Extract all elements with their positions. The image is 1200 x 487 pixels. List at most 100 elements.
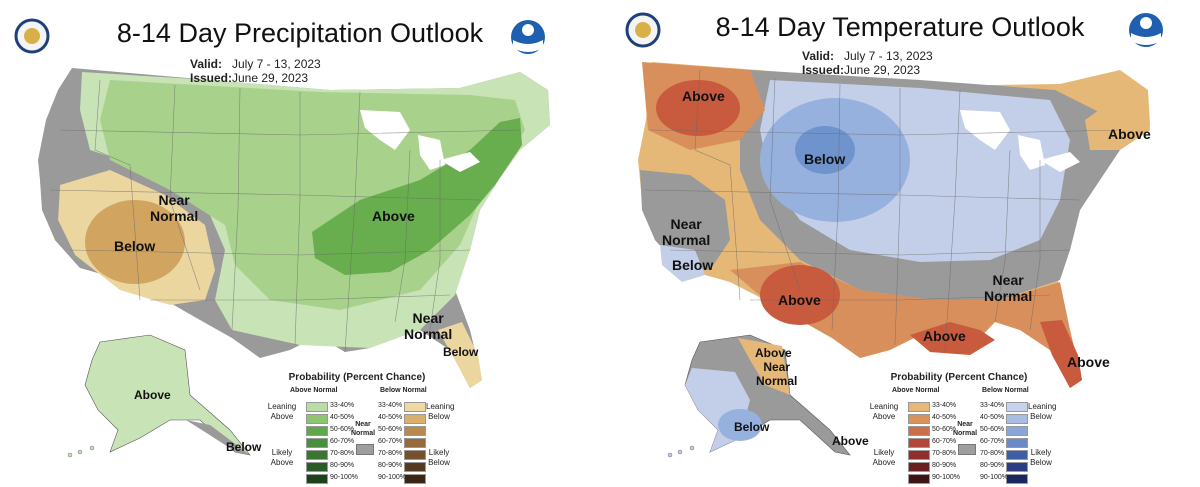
- temperature-outlook-panel: 8-14 Day Temperature Outlook Valid: July …: [600, 0, 1200, 487]
- legend-value-above: 50-60%: [932, 426, 957, 433]
- legend-near-normal-label: Near Normal: [952, 421, 978, 437]
- legend-header-below: Below Normal: [380, 387, 427, 394]
- legend-swatch-above: [908, 474, 930, 484]
- temp-west-gray: [640, 170, 730, 270]
- legend-header-above: Above Normal: [290, 387, 338, 394]
- legend-group-leaning-above: Leaning Above: [267, 402, 297, 421]
- legend-value-below: 70-80%: [378, 450, 403, 457]
- precip-gray-ca: [40, 180, 80, 268]
- temp-dark-blue-area: [795, 126, 855, 174]
- issued-line: Issued:June 29, 2023: [802, 63, 920, 77]
- great-lakes: [360, 110, 480, 172]
- legend-group-likely-below: Likely Below: [428, 448, 450, 467]
- legend-header-below: Below Normal: [982, 387, 1029, 394]
- legend-swatch-below: [404, 462, 426, 472]
- region-label-above-alaska-se: Above: [832, 434, 869, 448]
- legend-value-above: 60-70%: [330, 438, 355, 445]
- legend-swatch-above: [908, 402, 930, 412]
- temp-fl-red: [1040, 320, 1082, 388]
- aleutian-islands: [667, 445, 695, 458]
- legend-swatch-below: [404, 438, 426, 448]
- legend-swatch-above: [908, 438, 930, 448]
- legend-value-above: 50-60%: [330, 426, 355, 433]
- legend-group-leaning-above: Leaning Above: [869, 402, 899, 421]
- state-boundaries: [49, 79, 521, 353]
- region-label-below-alaska: Below: [226, 440, 262, 454]
- legend-swatch-below: [404, 426, 426, 436]
- noaa-logo-icon: [1129, 13, 1163, 47]
- temperature-map: [625, 12, 1163, 458]
- legend-value-below: 40-50%: [980, 414, 1005, 421]
- precipitation-map: [14, 18, 550, 458]
- legend-value-below: 50-60%: [980, 426, 1005, 433]
- legend-swatch-below: [1006, 450, 1028, 460]
- valid-label: Valid:: [802, 49, 835, 63]
- legend-swatch-below: [1006, 462, 1028, 472]
- legend-value-below: 80-90%: [378, 462, 403, 469]
- issued-line: Issued:June 29, 2023: [190, 71, 308, 85]
- legend-swatch-below: [1006, 438, 1028, 448]
- legend-swatch-below: [1006, 474, 1028, 484]
- legend-near-normal-label: Near Normal: [350, 421, 376, 437]
- legend: Probability (Percent Chance) Above Normal…: [262, 370, 454, 487]
- region-label-above-nw: Above: [682, 88, 725, 104]
- page-title: 8-14 Day Precipitation Outlook: [116, 18, 484, 48]
- region-label-above-tx: Above: [778, 292, 821, 308]
- valid-value: July 7 - 13, 2023: [844, 49, 933, 63]
- region-label-near-normal-west: Near Normal: [662, 216, 711, 248]
- legend-swatch-above: [306, 426, 328, 436]
- legend-value-below: 50-60%: [378, 426, 403, 433]
- temp-tx-red: [760, 265, 840, 325]
- legend-value-below: 70-80%: [980, 450, 1005, 457]
- legend-value-below: 90-100%: [378, 474, 407, 481]
- region-label-above-alaska: Above: [134, 388, 171, 402]
- issued-value: June 29, 2023: [232, 71, 309, 85]
- region-label-above-ne: Above: [1108, 126, 1151, 142]
- temp-nw-red: [656, 80, 740, 136]
- legend-value-above: 90-100%: [932, 474, 961, 481]
- legend-value-above: 33-40%: [932, 402, 957, 409]
- valid-label: Valid:: [190, 57, 223, 71]
- region-label-near-normal-se: Near Normal: [404, 310, 453, 342]
- issued-value: June 29, 2023: [844, 63, 921, 77]
- legend-value-above: 40-50%: [932, 414, 957, 421]
- legend-value-below: 60-70%: [980, 438, 1005, 445]
- legend-group-likely-above: Likely Above: [872, 448, 896, 467]
- issued-label: Issued:: [190, 71, 233, 85]
- legend-value-below: 33-40%: [378, 402, 403, 409]
- legend-value-above: 80-90%: [330, 462, 355, 469]
- legend-value-below: 80-90%: [980, 462, 1005, 469]
- legend-header-above: Above Normal: [892, 387, 940, 394]
- legend-swatch-above: [306, 462, 328, 472]
- noaa-logo-icon: [511, 20, 545, 54]
- precipitation-outlook-panel: 8-14 Day Precipitation Outlook Valid: Jul…: [14, 18, 550, 487]
- aleutian-islands: [67, 445, 95, 458]
- legend-swatch-above: [306, 402, 328, 412]
- legend-swatch-below: [1006, 402, 1028, 412]
- region-label-below-west: Below: [114, 238, 156, 254]
- legend-value-below: 40-50%: [378, 414, 403, 421]
- legend-group-likely-below: Likely Below: [1030, 448, 1052, 467]
- alaska-blue: [718, 409, 762, 441]
- legend-value-above: 33-40%: [330, 402, 355, 409]
- legend-swatch-above: [908, 426, 930, 436]
- state-boundaries: [644, 69, 1121, 353]
- temp-ne-tan: [1085, 88, 1150, 150]
- region-label-below-florida: Below: [443, 345, 479, 359]
- legend-swatch-above: [306, 450, 328, 460]
- region-label-below-ca: Below: [672, 257, 714, 273]
- legend-swatch-above: [306, 438, 328, 448]
- issued-label: Issued:: [802, 63, 845, 77]
- legend-swatch-above: [306, 414, 328, 424]
- region-label-below-center: Below: [804, 151, 846, 167]
- legend-value-above: 80-90%: [932, 462, 957, 469]
- legend-value-below: 60-70%: [378, 438, 403, 445]
- legend-swatch-above: [908, 462, 930, 472]
- legend-group-leaning-below: Leaning Below: [1028, 402, 1057, 421]
- precip-fl-tan: [438, 322, 482, 388]
- legend-value-below: 33-40%: [980, 402, 1005, 409]
- legend-title: Probability (Percent Chance): [288, 372, 426, 383]
- legend-value-above: 70-80%: [330, 450, 355, 457]
- legend-near-normal-swatch: [958, 444, 976, 455]
- region-label-near-normal-se: Near Normal: [984, 272, 1033, 304]
